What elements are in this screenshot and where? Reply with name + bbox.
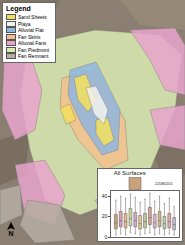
html-text:Alluvial Fans: Alluvial Fans (18, 40, 47, 47)
svg-text:22080201: 22080201 (155, 181, 174, 186)
svg-text:20: 20 (102, 213, 108, 219)
svg-text:All Surfaces: All Surfaces (114, 170, 146, 176)
html-text:Fan Skirts: Fan Skirts (18, 33, 41, 40)
html-text:Fan Piedmont: Fan Piedmont (18, 46, 50, 53)
html-text:Legend: Legend (6, 5, 31, 12)
html-text:Alluvial Flat: Alluvial Flat (18, 27, 44, 34)
svg-text:40: 40 (102, 193, 108, 199)
html-text:Playa: Playa (18, 20, 31, 27)
svg-text:0: 0 (104, 234, 107, 240)
html-text:Sand Sheets: Sand Sheets (18, 14, 47, 21)
html-text:N: N (8, 230, 14, 237)
html-text:Fan Remnant: Fan Remnant (18, 53, 49, 60)
